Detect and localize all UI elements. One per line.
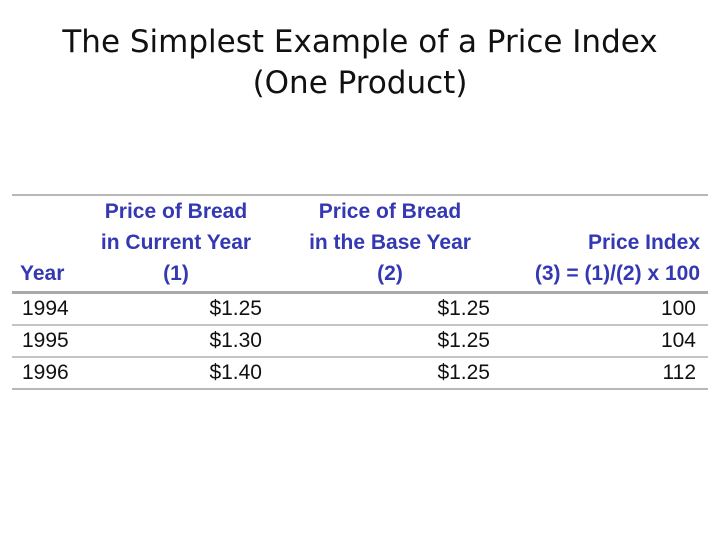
cell-current-price: $1.30 [76, 325, 276, 358]
price-index-table: Year Price of Bread in Current Year (1) … [12, 194, 708, 390]
header-current-line-1: Price of Bread [104, 200, 248, 223]
header-base-price: Price of Bread in the Base Year (2) [276, 196, 504, 293]
cell-current-price: $1.40 [209, 361, 262, 384]
cell-base-price: $1.25 [276, 292, 504, 326]
table-row: 1996 $1.40 $1.25 112 [12, 357, 708, 388]
cell-year: 1996 [22, 361, 69, 384]
header-current-price: Price of Bread in Current Year (1) [76, 196, 276, 293]
header-index-line-2: (3) = (1)/(2) x 100 [534, 262, 700, 285]
table-body: 1994 $1.25 $1.25 100 1995 $1.30 $1.25 10… [12, 292, 708, 389]
header-current-line-3: (1) [163, 262, 189, 285]
slide-title-line-1: The Simplest Example of a Price Index [62, 24, 658, 60]
header-price-index: Price Index (3) = (1)/(2) x 100 [504, 196, 708, 293]
table-header-row: Year Price of Bread in Current Year (1) … [12, 196, 708, 293]
cell-current-price: $1.25 [76, 292, 276, 326]
cell-base-price: $1.25 [437, 361, 490, 384]
price-index-grid: Year Price of Bread in Current Year (1) … [12, 196, 708, 388]
table-row: 1994 $1.25 $1.25 100 [12, 292, 708, 326]
header-year: Year [12, 196, 76, 293]
header-index-line-1: Price Index [587, 231, 700, 254]
table-row: 1995 $1.30 $1.25 104 [12, 325, 708, 358]
slide-title-line-2: (One Product) [252, 65, 468, 101]
cell-price-index: 112 [662, 361, 696, 384]
header-year-line: Year [20, 262, 65, 285]
cell-year: 1995 [12, 325, 76, 358]
header-current-line-2: in Current Year [100, 231, 252, 254]
table-header: Year Price of Bread in Current Year (1) … [12, 196, 708, 293]
cell-price-index: 104 [504, 325, 708, 358]
header-base-line-3: (2) [377, 262, 403, 285]
cell-year: 1994 [12, 292, 76, 326]
cell-base-price: $1.25 [276, 325, 504, 358]
slide-title: The Simplest Example of a Price Index (O… [0, 22, 720, 104]
header-base-line-2: in the Base Year [309, 231, 471, 254]
cell-price-index: 100 [504, 292, 708, 326]
header-base-line-1: Price of Bread [318, 200, 462, 223]
